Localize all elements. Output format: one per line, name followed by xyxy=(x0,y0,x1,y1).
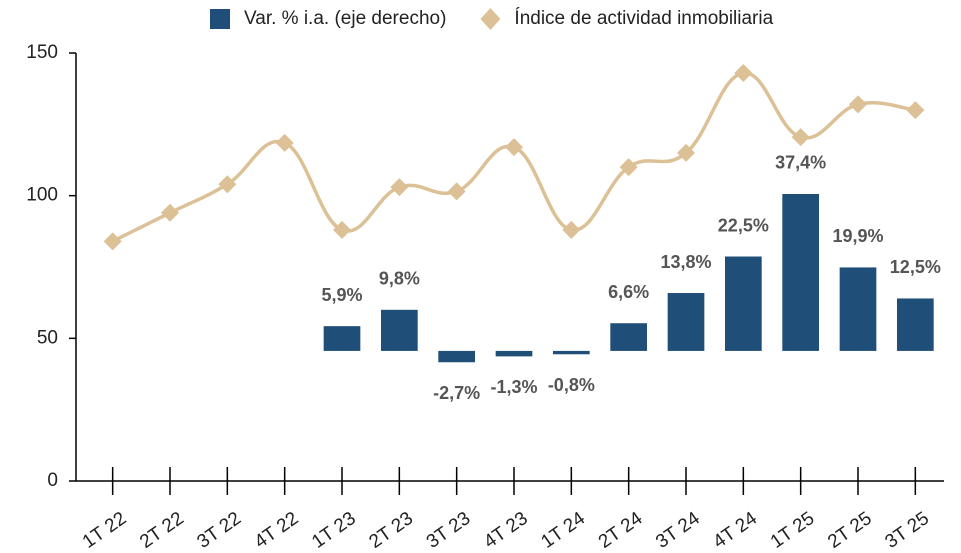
y-tick-label: 150 xyxy=(26,42,58,63)
y-tick-label: 0 xyxy=(47,470,58,491)
legend-label: Índice de actividad inmobiliaria xyxy=(514,8,773,29)
value-label: 12,5% xyxy=(890,257,941,277)
x-tick-label: 2T 24 xyxy=(595,508,647,548)
value-label: 22,5% xyxy=(718,215,769,235)
marker xyxy=(505,138,523,157)
bar xyxy=(610,323,648,351)
x-tick-label: 1T 23 xyxy=(308,508,360,548)
marker xyxy=(447,182,466,201)
bar xyxy=(438,350,476,363)
marker xyxy=(161,203,179,222)
marker xyxy=(619,158,638,177)
x-tick-label: 3T 22 xyxy=(194,508,246,548)
marker xyxy=(103,232,122,251)
legend-label: Var. % i.a. (eje derecho) xyxy=(244,8,446,29)
marker xyxy=(390,178,409,197)
legend-swatch xyxy=(210,9,230,29)
x-tick-label: 2T 23 xyxy=(366,508,418,548)
marker xyxy=(333,220,351,239)
marker xyxy=(275,133,294,152)
y-tick-label: 100 xyxy=(26,185,58,206)
marker xyxy=(849,95,867,114)
legend-swatch xyxy=(480,8,501,30)
x-tick-label: 4T 24 xyxy=(710,508,762,548)
value-label: 9,8% xyxy=(379,269,420,289)
marker xyxy=(791,128,810,147)
value-label: -1,3% xyxy=(490,377,537,397)
value-label: -0,8% xyxy=(548,375,595,395)
bar xyxy=(896,298,934,351)
value-label: 6,6% xyxy=(608,282,649,302)
bar xyxy=(782,193,820,351)
x-tick-label: 4T 23 xyxy=(480,508,532,548)
x-tick-label: 4T 22 xyxy=(251,508,303,548)
bar xyxy=(839,267,877,351)
x-tick-label: 3T 24 xyxy=(652,508,704,548)
bar xyxy=(495,350,533,357)
x-tick-label: 1T 24 xyxy=(538,508,590,548)
marker xyxy=(677,143,695,162)
x-tick-label: 3T 23 xyxy=(423,508,475,548)
bar xyxy=(724,256,762,351)
bar xyxy=(323,326,361,351)
value-label: -2,7% xyxy=(433,383,480,403)
x-tick-label: 2T 25 xyxy=(824,508,876,548)
value-label: 13,8% xyxy=(660,252,711,272)
bar xyxy=(552,350,590,355)
x-tick-label: 3T 25 xyxy=(882,508,934,548)
value-label: 5,9% xyxy=(321,285,362,305)
x-tick-label: 2T 22 xyxy=(136,508,188,548)
bar xyxy=(380,309,418,351)
marker xyxy=(734,63,753,82)
marker xyxy=(562,220,581,239)
marker xyxy=(906,101,925,120)
y-tick-label: 50 xyxy=(37,327,58,348)
value-label: 19,9% xyxy=(832,226,883,246)
x-tick-label: 1T 22 xyxy=(79,508,131,548)
bar xyxy=(667,293,705,351)
marker xyxy=(218,175,237,194)
x-tick-label: 1T 25 xyxy=(767,508,819,548)
value-label: 37,4% xyxy=(775,153,826,173)
